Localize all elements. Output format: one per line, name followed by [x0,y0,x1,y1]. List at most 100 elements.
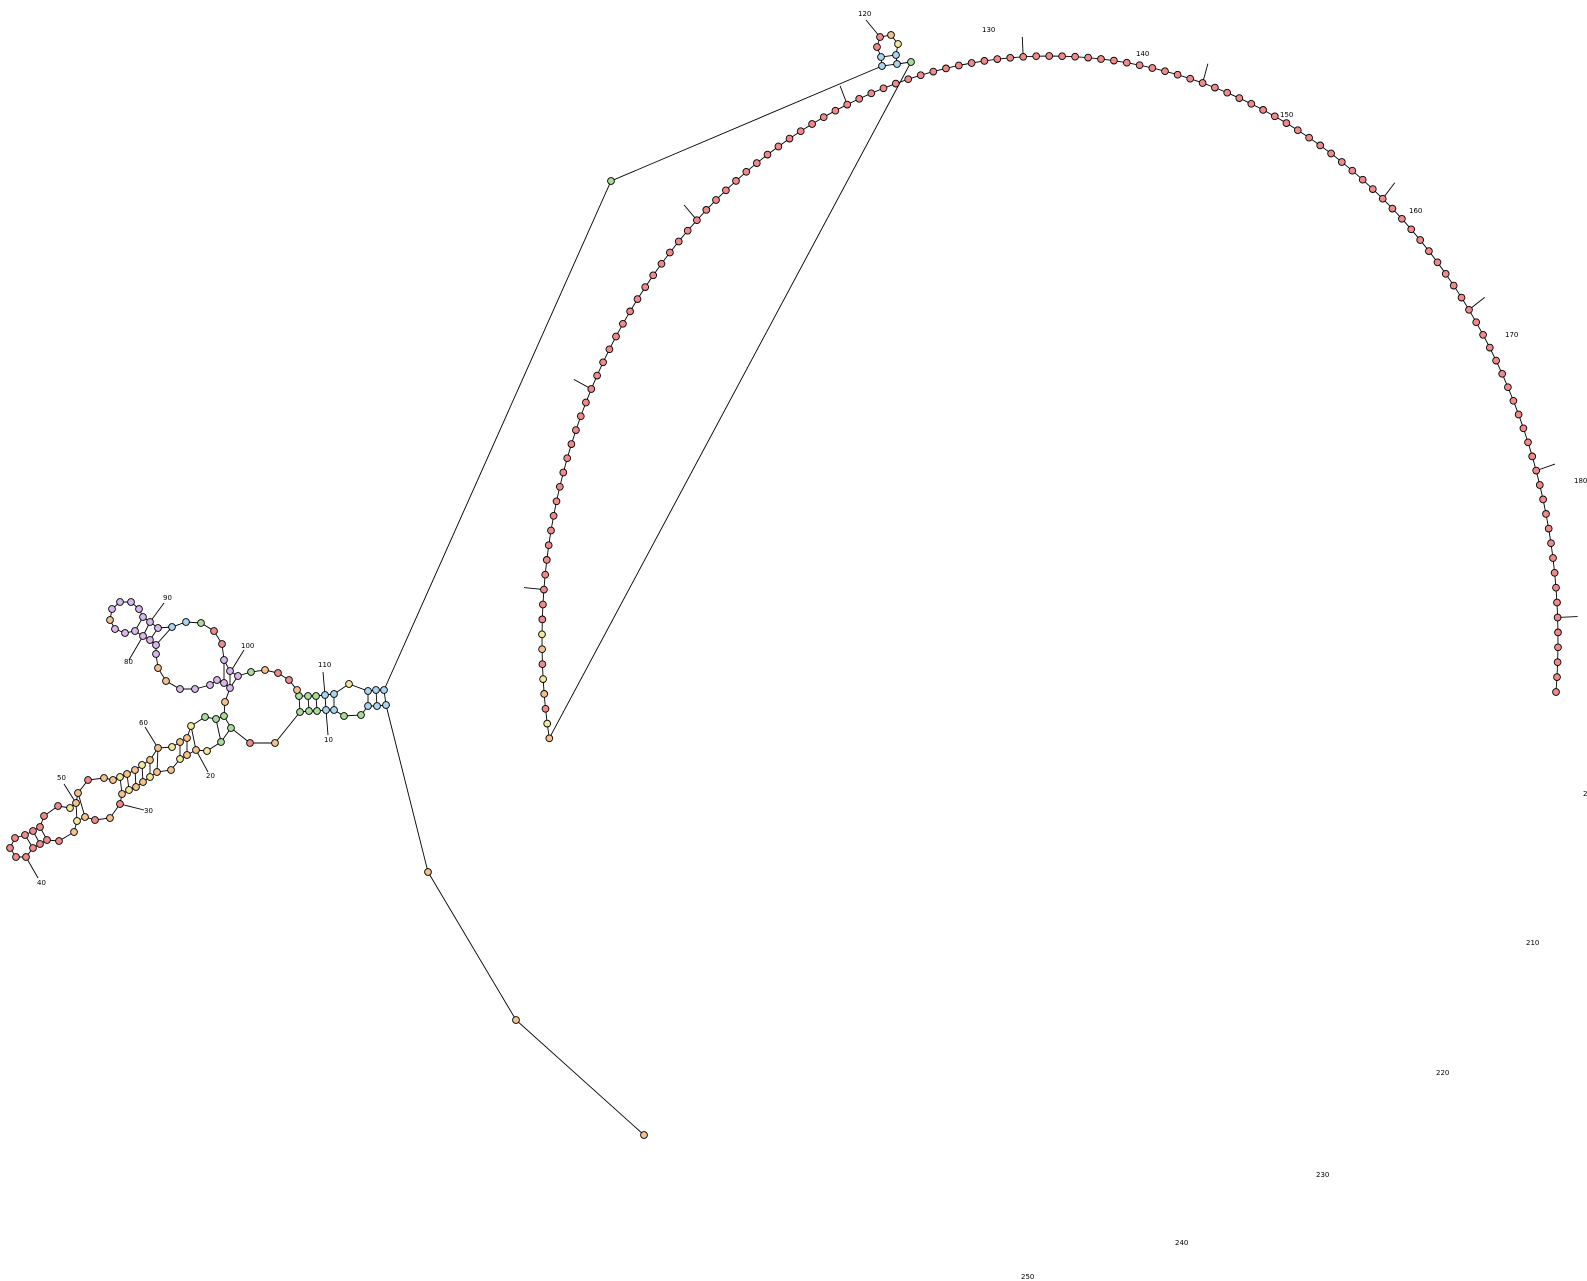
nucleotide-lower-branch [116,800,124,808]
nucleotide-upper-branch [210,627,218,635]
nucleotide-arc [1058,52,1066,61]
nucleotide-arc [1532,466,1541,475]
label-60: 60 [139,719,148,727]
nucleotide-linker [424,868,432,876]
nucleotide-arc [980,57,989,65]
nucleotide-arc [1550,568,1559,577]
nucleotide-link [907,58,915,66]
nucleotide-arc [1498,369,1507,378]
nucleotide-central-stem [372,686,380,694]
nucleotide-arc [538,645,546,654]
nucleotide-linker [512,1016,520,1024]
nucleotide-central-stem [345,680,353,688]
nucleotide-central-stem [312,692,320,700]
position-tick [119,803,145,811]
nucleotide-arc [1553,673,1561,681]
nucleotide-arc [605,345,614,354]
nucleotide-arc [1479,330,1487,339]
nucleotide-arc [541,570,550,579]
label-10: 10 [324,736,333,744]
nucleotide-arc [819,113,828,122]
label-80: 80 [124,658,133,666]
nucleotide-upper-branch [108,605,116,613]
nucleotide-multiloop [261,666,269,674]
nucleotide-arc [1135,61,1144,70]
nucleotide-arc [1348,166,1357,175]
label-100: 100 [241,642,254,650]
nucleotide-upper-branch [213,676,221,684]
nucleotide-arc [1071,52,1079,61]
nucleotide-upper-branch [152,641,160,649]
nucleotide-lower-branch [154,744,162,752]
label-200: 2 [1583,790,1587,798]
label-240: 240 [1175,1239,1188,1247]
position-tick [195,749,209,773]
nucleotide-arc [541,704,550,713]
nucleotide-arc [1535,481,1544,489]
label-160: 160 [1409,207,1422,215]
nucleotide-multiloop [226,684,234,692]
position-tick [144,726,159,749]
nucleotide-arc [808,120,816,128]
nucleotide-lower-branch [36,840,44,848]
nucleotide-arc [967,59,976,67]
lower-branch-backbone [9,715,232,858]
hairpin-arc-link [548,61,912,739]
nucleotide-arc [666,248,674,257]
backbone [9,34,1559,1136]
nucleotide-arc [543,719,552,728]
nucleotide-arc [916,71,925,80]
nucleotide-lower-branch [100,774,108,782]
nucleotide-arc [567,440,576,448]
nucleotide-arc [563,454,572,463]
nucleotide-arc [555,482,564,491]
nucleotide-arc [1247,99,1256,108]
nucleotide-arc [722,186,730,195]
nucleotide-upper-branch [218,640,226,648]
nucleotide-arc [1407,225,1416,234]
nucleotide-lower-branch [12,853,20,861]
nucleotide-upper-branch [191,685,199,693]
nucleotide-arc [674,237,683,246]
nucleotide-upper-branch [139,632,147,640]
nucleotide-arc [1305,133,1313,142]
nucleotide-upper-branch [139,613,147,621]
nucleotide-upper-branch [220,679,228,687]
nucleotide-top-hairpin [892,51,900,59]
nucleotide-arc [1465,305,1473,314]
nucleotide-lower-branch [168,743,176,751]
nucleotide-arc [929,67,938,76]
nucleotide-arc [657,259,666,268]
nucleotide-lower-branch [183,751,191,759]
nucleotide-lower-branch [21,831,29,839]
label-180: 180 [1574,477,1587,485]
nucleotide-arc [1528,452,1537,461]
nucleotide-lower-branch [167,766,175,774]
nucleotide-central-stem [330,690,338,698]
nucleotide-upper-branch [146,636,154,644]
nucleotide-arc [702,206,711,214]
nucleotide-arc [1492,356,1500,365]
label-40: 40 [37,879,46,887]
nucleotide-arc [593,371,601,380]
nucleotide-upper-branch [111,625,119,633]
nucleotide-arc [1552,583,1560,592]
nucleotide-central-stem [305,707,313,715]
nucleotide-arc [831,106,840,115]
nucleotide-arc [1539,495,1547,504]
nucleotide-top-hairpin [887,31,895,39]
nucleotide-lower-branch [74,789,82,797]
nucleotide-central-stem [364,702,372,710]
nucleotide-upper-branch [146,618,154,626]
position-labels: 10 20 30 40 50 60 80 90 100 110 120 130 … [37,10,1587,1281]
nucleotide-arc [904,75,913,84]
central-stem-bottom [299,704,387,717]
position-tick [230,649,245,672]
nucleotide-arc [641,283,650,291]
nucleotide-upper-branch [176,685,184,693]
nucleotide-lower-branch [146,756,154,764]
label-120: 120 [858,10,871,18]
nucleotide-arc [1542,510,1550,518]
nucleotide-arc [1549,554,1557,562]
nucleotide-arc [1358,175,1367,184]
